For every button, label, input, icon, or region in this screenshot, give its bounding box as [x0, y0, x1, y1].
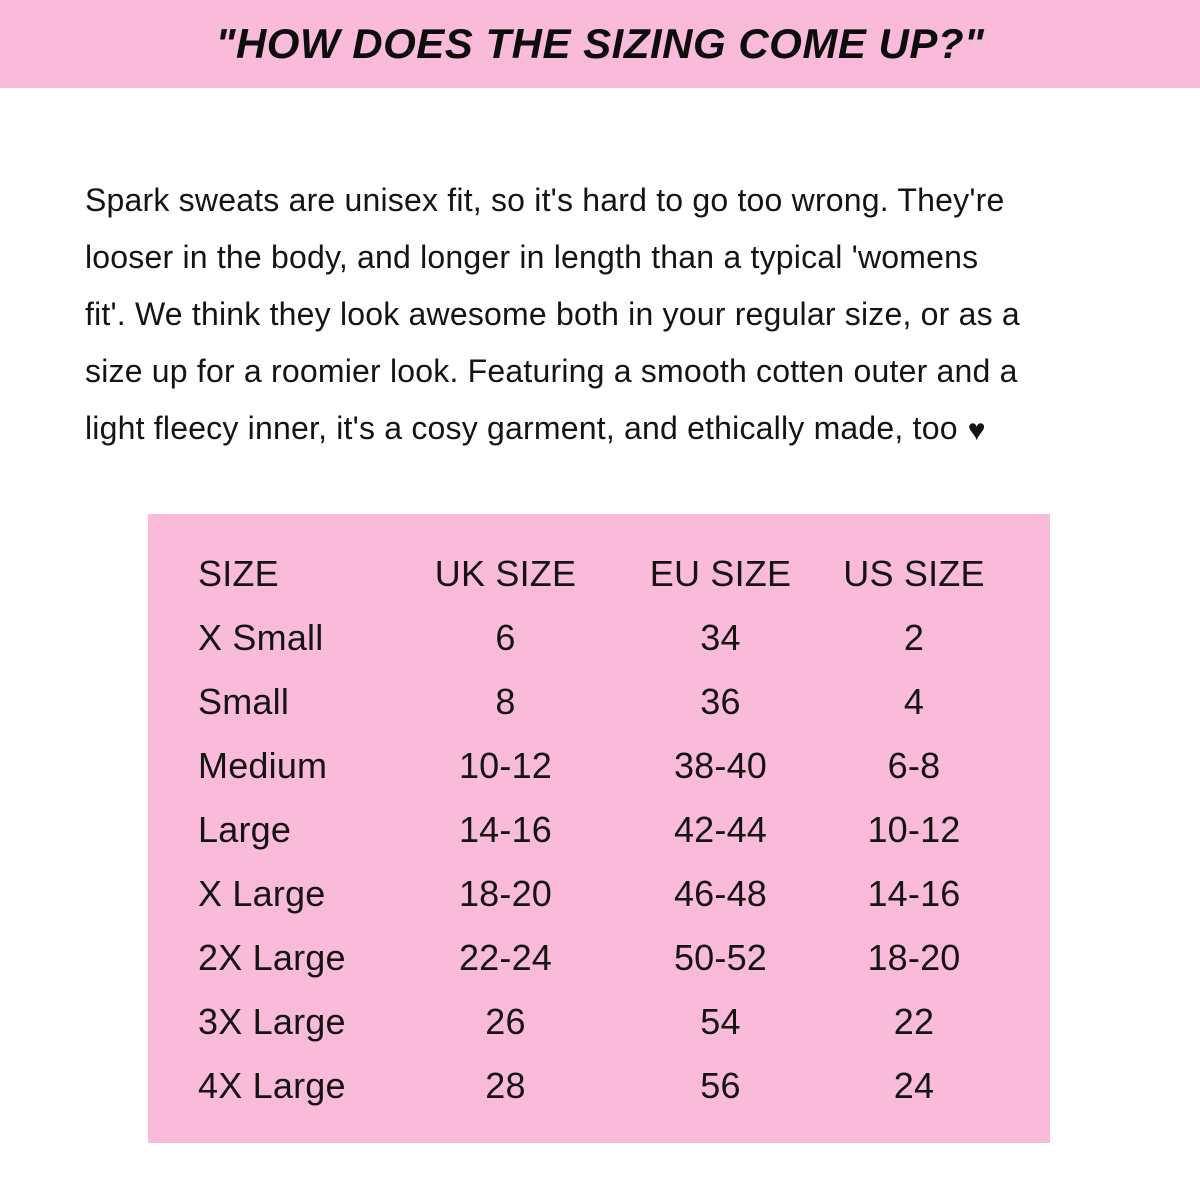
- us-size-value: 24: [893, 1065, 935, 1106]
- us-size-value: 4: [903, 681, 925, 722]
- us-size-value: 22: [893, 1001, 935, 1042]
- us-size-value: 2: [903, 617, 925, 658]
- size-label: X Large: [198, 873, 326, 914]
- column-header-eu-size: EU SIZE: [649, 553, 792, 594]
- uk-size-value: 18-20: [458, 873, 553, 914]
- uk-size-value: 28: [485, 1065, 526, 1106]
- uk-size-value: 14-16: [458, 809, 553, 850]
- table-row: X Large 18-20 46-48 14-16: [198, 862, 1000, 926]
- size-label: Small: [198, 681, 290, 722]
- size-label: 4X Large: [198, 1065, 346, 1106]
- table-header-row: SIZE UK SIZE EU SIZE US SIZE: [198, 542, 1000, 606]
- uk-size-value: 6: [495, 617, 516, 658]
- table-row: X Small 6 34 2: [198, 606, 1000, 670]
- size-label: 3X Large: [198, 1001, 346, 1042]
- table-row: Large 14-16 42-44 10-12: [198, 798, 1000, 862]
- size-label: 2X Large: [198, 937, 346, 978]
- us-size-value: 10-12: [867, 809, 961, 850]
- eu-size-value: 54: [700, 1001, 741, 1042]
- intro-line-3: fit'. We think they look awesome both in…: [85, 296, 1020, 332]
- us-size-value: 18-20: [867, 937, 961, 978]
- table-row: 3X Large 26 54 22: [198, 990, 1000, 1054]
- column-header-size: SIZE: [198, 553, 279, 594]
- eu-size-value: 34: [700, 617, 741, 658]
- intro-line-2: looser in the body, and longer in length…: [85, 239, 979, 275]
- table-row: Medium 10-12 38-40 6-8: [198, 734, 1000, 798]
- size-label: X Small: [198, 617, 324, 658]
- page-title: "HOW DOES THE SIZING COME UP?": [215, 20, 985, 67]
- size-label: Medium: [198, 745, 328, 786]
- intro-line-4: size up for a roomier look. Featuring a …: [85, 353, 1018, 389]
- intro-line-5-text: light fleecy inner, it's a cosy garment,…: [85, 410, 958, 446]
- eu-size-value: 56: [700, 1065, 741, 1106]
- column-header-us-size: US SIZE: [843, 553, 985, 594]
- us-size-value: 14-16: [867, 873, 961, 914]
- table-row: 2X Large 22-24 50-52 18-20: [198, 926, 1000, 990]
- us-size-value: 6-8: [887, 745, 941, 786]
- eu-size-value: 36: [700, 681, 741, 722]
- heart-icon: ♥: [967, 414, 986, 447]
- eu-size-value: 38-40: [673, 745, 768, 786]
- size-label: Large: [198, 809, 292, 850]
- uk-size-value: 26: [485, 1001, 526, 1042]
- uk-size-value: 8: [495, 681, 516, 722]
- intro-paragraph: Spark sweats are unisex fit, so it's har…: [85, 172, 1195, 458]
- eu-size-value: 50-52: [673, 937, 768, 978]
- table-row: 4X Large 28 56 24: [198, 1054, 1000, 1118]
- eu-size-value: 42-44: [673, 809, 768, 850]
- column-header-uk-size: UK SIZE: [434, 553, 577, 594]
- intro-line-5: light fleecy inner, it's a cosy garment,…: [85, 400, 1195, 458]
- size-table: SIZE UK SIZE EU SIZE US SIZE X Small 6 3…: [148, 514, 1050, 1143]
- uk-size-value: 22-24: [458, 937, 553, 978]
- header-banner: "HOW DOES THE SIZING COME UP?": [0, 0, 1200, 88]
- table-row: Small 8 36 4: [198, 670, 1000, 734]
- eu-size-value: 46-48: [673, 873, 768, 914]
- uk-size-value: 10-12: [458, 745, 553, 786]
- intro-line-1: Spark sweats are unisex fit, so it's har…: [85, 182, 1005, 218]
